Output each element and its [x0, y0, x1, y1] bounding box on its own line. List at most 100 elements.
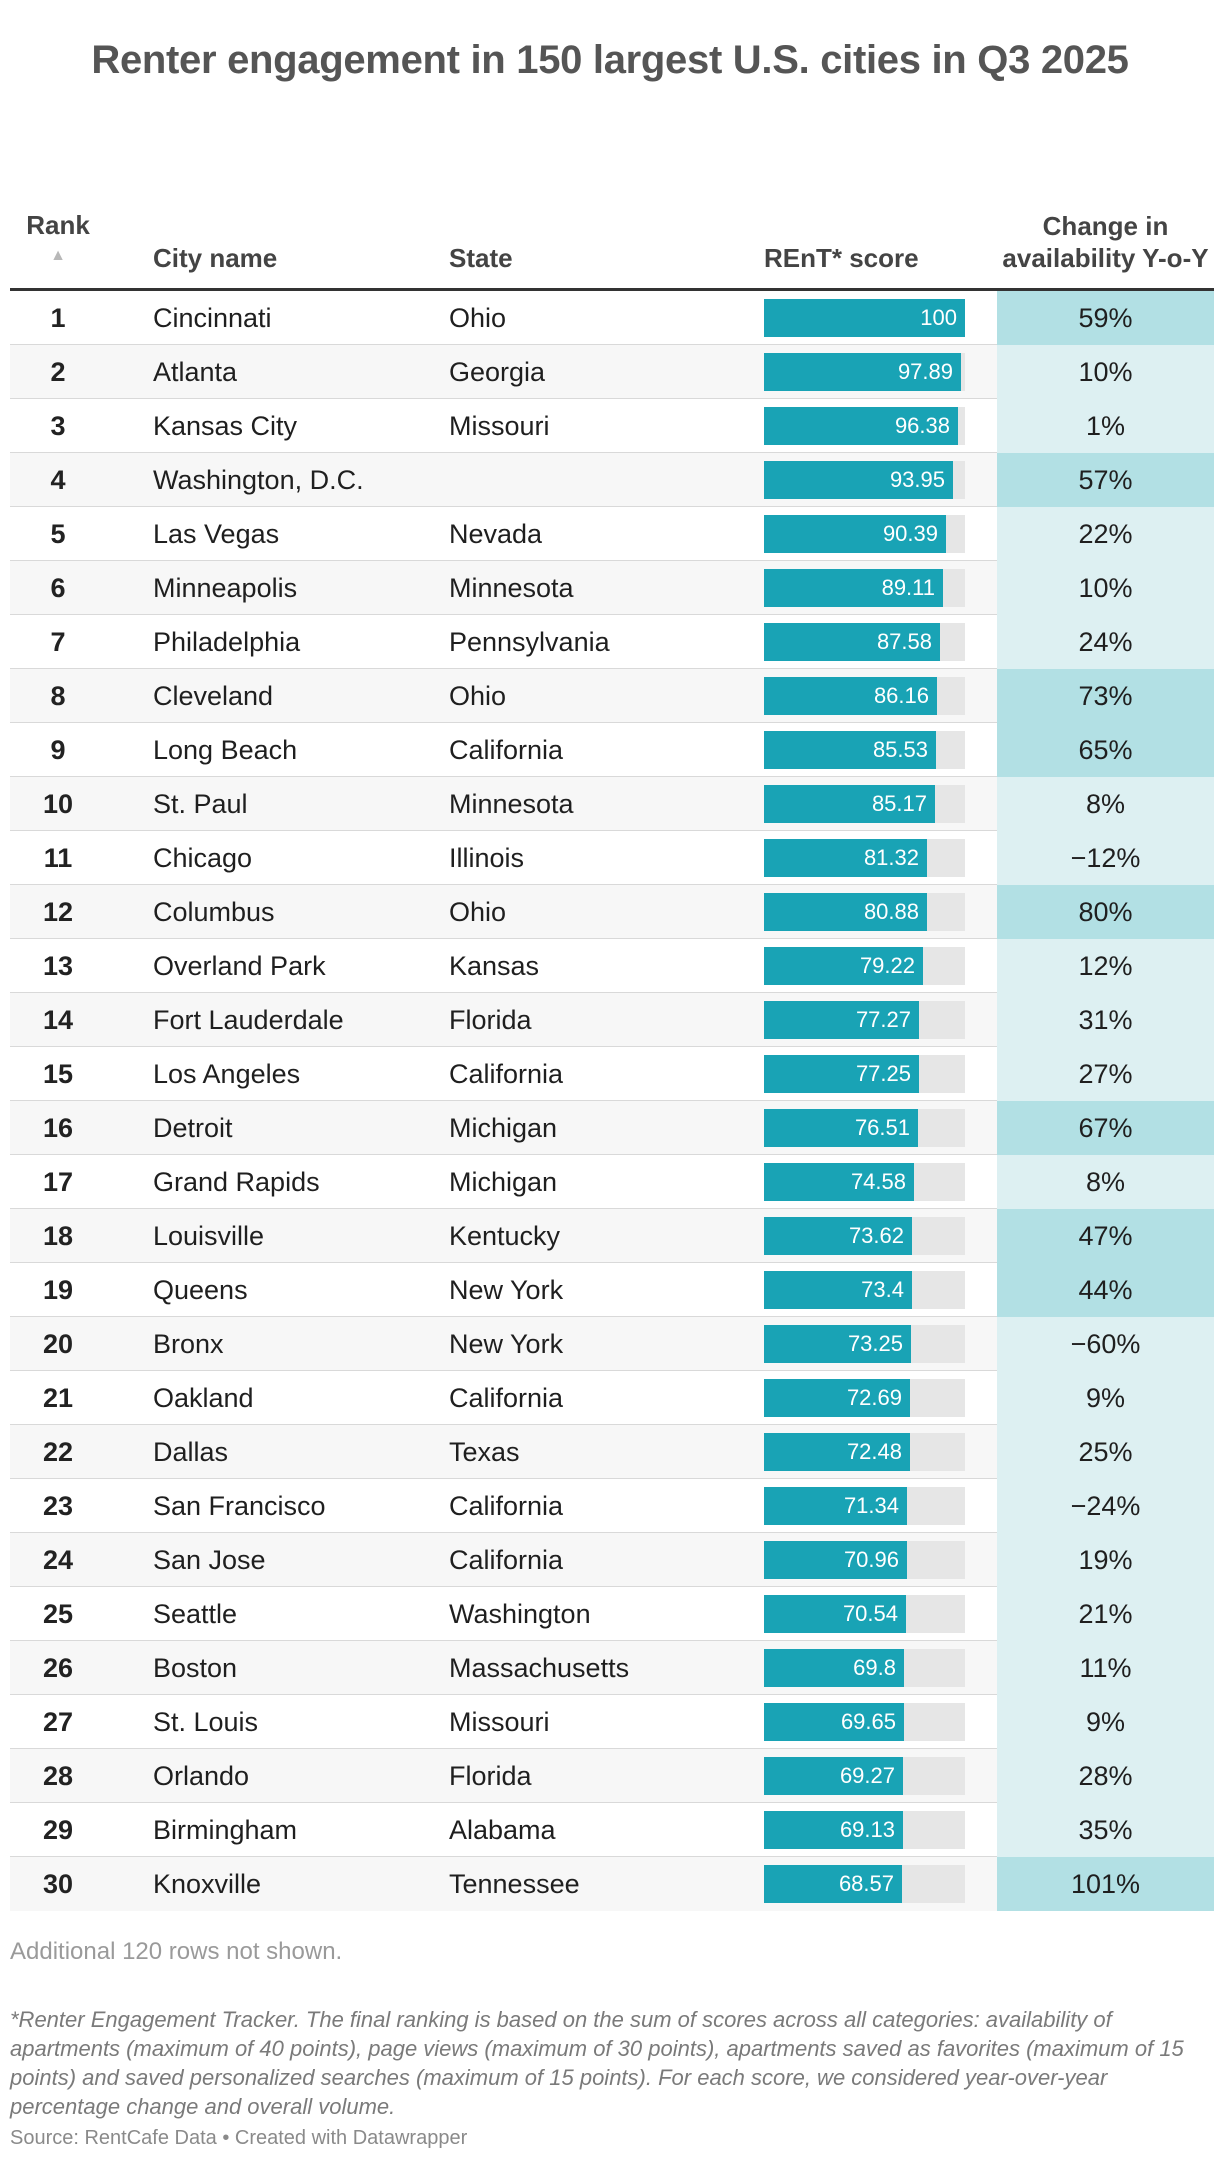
score-label: 97.89	[897, 359, 953, 384]
change-cell: 8%	[997, 1155, 1214, 1209]
rank-cell: 9	[50, 735, 66, 765]
city-cell: Birmingham	[153, 1815, 298, 1845]
table-header: Rank ▲ City name State REnT* score Chang…	[10, 172, 1214, 291]
score-label: 85.17	[871, 791, 927, 816]
city-cell: Long Beach	[153, 735, 298, 765]
score-bar-track: 96.38	[764, 407, 965, 445]
score-bar: 76.51	[764, 1109, 918, 1147]
table-row: 1 Cincinnati Ohio 100 59%	[10, 291, 1214, 345]
rank-cell: 1	[50, 303, 66, 333]
rank-cell: 25	[42, 1599, 74, 1629]
change-cell: 73%	[997, 669, 1214, 723]
state-cell: Pennsylvania	[449, 627, 610, 657]
state-cell: Tennessee	[449, 1869, 580, 1899]
state-cell: Minnesota	[449, 573, 574, 603]
table-row: 5 Las Vegas Nevada 90.39 22%	[10, 507, 1214, 561]
rank-cell: 4	[50, 465, 66, 495]
state-cell: Texas	[449, 1437, 520, 1467]
table-row: 12 Columbus Ohio 80.88 80%	[10, 885, 1214, 939]
score-bar-track: 68.57	[764, 1865, 965, 1903]
score-bar: 69.65	[764, 1703, 904, 1741]
score-label: 69.13	[839, 1817, 895, 1842]
score-label: 69.65	[840, 1709, 896, 1734]
rank-cell: 11	[43, 843, 73, 873]
score-bar-track: 76.51	[764, 1109, 965, 1147]
score-label: 68.57	[838, 1871, 894, 1896]
change-cell: 10%	[997, 561, 1214, 615]
score-bar-track: 79.22	[764, 947, 965, 985]
city-cell: St. Louis	[153, 1707, 259, 1737]
score-bar: 73.4	[764, 1271, 912, 1309]
score-bar-track: 72.48	[764, 1433, 965, 1471]
state-cell: New York	[449, 1329, 564, 1359]
city-cell: Boston	[153, 1653, 238, 1683]
table-row: 16 Detroit Michigan 76.51 67%	[10, 1101, 1214, 1155]
score-bar-track: 93.95	[764, 461, 965, 499]
rank-cell: 27	[42, 1707, 74, 1737]
score-label: 80.88	[863, 899, 919, 924]
score-label: 89.11	[881, 575, 935, 600]
score-bar-track: 69.8	[764, 1649, 965, 1687]
score-bar: 90.39	[764, 515, 946, 553]
column-header-state[interactable]: State	[449, 243, 513, 273]
rank-cell: 19	[42, 1275, 74, 1305]
score-bar: 97.89	[764, 353, 961, 391]
score-bar-track: 70.96	[764, 1541, 965, 1579]
state-cell: Ohio	[449, 897, 507, 927]
table-row: 30 Knoxville Tennessee 68.57 101%	[10, 1857, 1214, 1911]
score-label: 77.25	[855, 1061, 911, 1086]
state-cell: Minnesota	[449, 789, 574, 819]
state-cell: California	[449, 1383, 564, 1413]
score-bar-track: 77.25	[764, 1055, 965, 1093]
city-cell: Kansas City	[153, 411, 298, 441]
city-cell: Seattle	[153, 1599, 238, 1629]
score-label: 85.53	[872, 737, 928, 762]
column-header-rank[interactable]: Rank	[26, 210, 90, 240]
change-cell: 25%	[997, 1425, 1214, 1479]
score-label: 72.48	[846, 1439, 902, 1464]
score-bar: 69.8	[764, 1649, 904, 1687]
rank-cell: 7	[50, 627, 66, 657]
rank-cell: 26	[42, 1653, 74, 1683]
score-bar-track: 69.27	[764, 1757, 965, 1795]
rank-cell: 20	[42, 1329, 74, 1359]
rank-cell: 2	[50, 357, 66, 387]
score-bar: 85.53	[764, 731, 936, 769]
score-bar-track: 80.88	[764, 893, 965, 931]
table-row: 27 St. Louis Missouri 69.65 9%	[10, 1695, 1214, 1749]
table-row: 22 Dallas Texas 72.48 25%	[10, 1425, 1214, 1479]
column-header-score[interactable]: REnT* score	[764, 243, 919, 273]
city-cell: Grand Rapids	[153, 1167, 320, 1197]
rank-cell: 21	[42, 1383, 74, 1413]
footnote: *Renter Engagement Tracker. The final ra…	[10, 2007, 1184, 2119]
sort-ascending-icon[interactable]: ▲	[50, 247, 66, 264]
column-header-change[interactable]: Change in availability Y-o-Y	[1002, 211, 1209, 273]
rank-cell: 5	[50, 519, 66, 549]
score-bar: 68.57	[764, 1865, 902, 1903]
score-bar: 70.96	[764, 1541, 907, 1579]
column-header-city[interactable]: City name	[153, 243, 278, 273]
score-bar-track: 97.89	[764, 353, 965, 391]
state-cell: Florida	[449, 1005, 532, 1035]
change-cell: 47%	[997, 1209, 1214, 1263]
score-bar: 73.25	[764, 1325, 911, 1363]
score-bar-track: 89.11	[764, 569, 965, 607]
score-bar-track: 69.13	[764, 1811, 965, 1849]
rows-hidden-note: Additional 120 rows not shown.	[10, 1938, 343, 1965]
change-cell: 28%	[997, 1749, 1214, 1803]
rank-cell: 10	[42, 789, 74, 819]
score-bar-track: 90.39	[764, 515, 965, 553]
score-bar-track: 69.65	[764, 1703, 965, 1741]
city-cell: Orlando	[153, 1761, 250, 1791]
change-cell: 59%	[997, 291, 1214, 345]
table-row: 7 Philadelphia Pennsylvania 87.58 24%	[10, 615, 1214, 669]
rank-cell: 13	[42, 951, 74, 981]
state-cell: Illinois	[449, 843, 525, 873]
change-cell: 11%	[997, 1641, 1214, 1695]
change-cell: 101%	[997, 1857, 1214, 1911]
score-bar: 70.54	[764, 1595, 906, 1633]
state-cell: Ohio	[449, 303, 507, 333]
score-bar: 85.17	[764, 785, 935, 823]
change-cell: 9%	[997, 1695, 1214, 1749]
